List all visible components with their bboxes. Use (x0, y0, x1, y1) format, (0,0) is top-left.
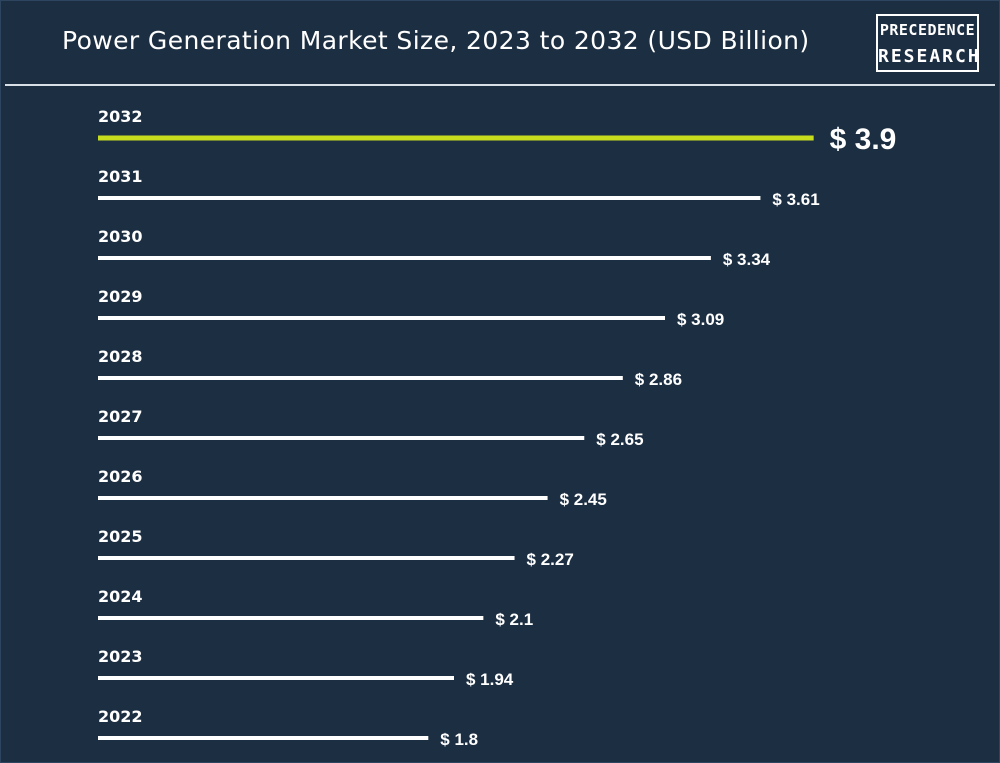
value-label-2022: $ 1.8 (440, 730, 478, 749)
value-label-2025: $ 2.27 (527, 550, 574, 569)
value-label-2023: $ 1.94 (466, 670, 514, 689)
value-label-2031: $ 3.61 (772, 190, 819, 209)
category-label-2030: 2030 (98, 227, 143, 246)
bar-2022 (98, 736, 429, 740)
chart-title: Power Generation Market Size, 2023 to 20… (62, 26, 810, 55)
category-label-2027: 2027 (98, 407, 143, 426)
logo-text-line1: PRECEDENCE (879, 21, 976, 39)
precedence-research-logo: PRECEDENCE RESEARCH (876, 14, 979, 72)
bar-2030 (98, 256, 711, 260)
bar-2023 (98, 676, 454, 680)
category-label-2026: 2026 (98, 467, 143, 486)
bar-2025 (98, 556, 515, 560)
category-label-2022: 2022 (98, 707, 143, 726)
logo-text-line2: RESEARCH (878, 46, 981, 67)
category-label-2029: 2029 (98, 287, 143, 306)
bar-2032 (98, 135, 814, 141)
category-label-2031: 2031 (98, 167, 143, 186)
bar-2031 (98, 196, 761, 200)
value-label-2027: $ 2.65 (596, 430, 643, 449)
bar-2027 (98, 436, 585, 440)
value-label-2026: $ 2.45 (560, 490, 607, 509)
bar-2029 (98, 316, 666, 320)
category-label-2025: 2025 (98, 527, 143, 546)
value-label-2029: $ 3.09 (677, 310, 724, 329)
category-label-2032: 2032 (98, 107, 143, 126)
value-label-2032: $ 3.9 (830, 123, 897, 156)
bar-2026 (98, 496, 548, 500)
category-label-2024: 2024 (98, 587, 143, 606)
category-label-2023: 2023 (98, 647, 143, 666)
bar-2028 (98, 376, 623, 380)
value-label-2024: $ 2.1 (495, 610, 533, 629)
value-label-2030: $ 3.34 (723, 250, 771, 269)
value-label-2028: $ 2.86 (635, 370, 682, 389)
bar-2024 (98, 616, 484, 620)
header-divider (5, 84, 995, 86)
category-label-2028: 2028 (98, 347, 143, 366)
